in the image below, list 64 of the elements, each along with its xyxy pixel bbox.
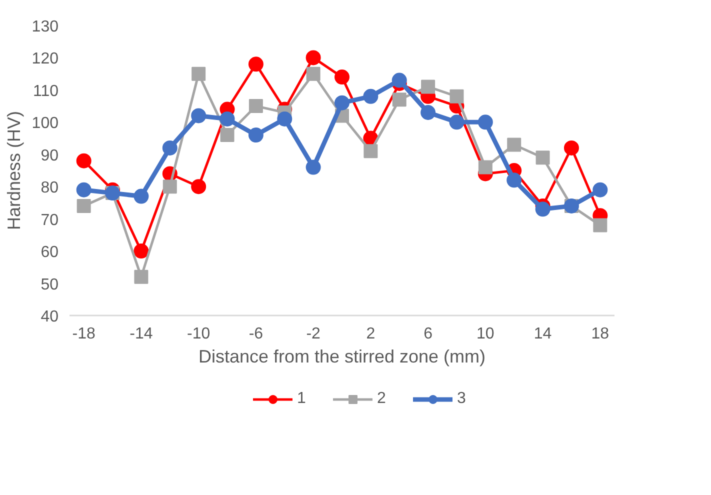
x-tick-label: -14 xyxy=(130,326,153,342)
y-tick-label: 80 xyxy=(40,180,59,197)
legend-label: 2 xyxy=(377,390,387,408)
point xyxy=(248,99,263,114)
point xyxy=(363,88,378,104)
point xyxy=(134,188,149,204)
point xyxy=(449,114,464,130)
point xyxy=(248,56,264,72)
point xyxy=(593,218,608,232)
x-tick-label: -10 xyxy=(187,326,210,342)
point xyxy=(392,92,406,107)
x-tick-label: 18 xyxy=(591,326,610,342)
point xyxy=(420,105,436,120)
point xyxy=(134,244,149,259)
x-tick-label: -18 xyxy=(72,326,96,342)
point xyxy=(76,153,92,168)
x-tick-label: -6 xyxy=(248,326,264,342)
point xyxy=(478,160,492,174)
point xyxy=(162,180,177,194)
y-axis-title: Hardness (HV) xyxy=(4,110,24,230)
y-tick-label: 70 xyxy=(40,212,59,229)
x-axis-title: Distance from the stirred zone (mm) xyxy=(198,346,486,366)
point xyxy=(306,50,321,66)
y-tick-label: 60 xyxy=(40,244,59,262)
x-tick-label: 14 xyxy=(534,326,552,342)
x-tick-label: -2 xyxy=(306,326,321,342)
y-tick-label: 50 xyxy=(40,276,59,294)
point xyxy=(76,198,91,213)
point xyxy=(220,111,235,126)
point xyxy=(478,114,493,130)
y-tick-label: 90 xyxy=(40,147,59,164)
y-tick-label: 40 xyxy=(40,308,59,326)
point xyxy=(334,70,350,85)
point xyxy=(191,108,206,124)
point xyxy=(592,182,608,198)
y-tick-label: 120 xyxy=(32,50,59,68)
point xyxy=(277,111,292,126)
y-tick-label: 130 xyxy=(32,18,59,36)
point xyxy=(364,144,378,158)
point xyxy=(192,66,206,81)
point xyxy=(421,80,436,94)
y-tick-label: 110 xyxy=(32,82,59,100)
point xyxy=(450,89,464,104)
legend-label: 3 xyxy=(457,390,467,408)
point xyxy=(306,160,321,175)
point xyxy=(76,182,92,198)
point xyxy=(248,128,264,143)
x-tick-label: 2 xyxy=(366,326,376,342)
x-tick-label: 10 xyxy=(476,326,494,342)
point xyxy=(162,140,178,156)
point xyxy=(220,128,234,142)
point xyxy=(134,270,148,284)
point xyxy=(506,172,522,188)
point xyxy=(306,66,320,81)
y-tick-label: 100 xyxy=(32,115,59,132)
point xyxy=(507,138,522,152)
point xyxy=(334,95,350,110)
point xyxy=(191,179,206,194)
x-tick-label: 6 xyxy=(424,326,433,342)
legend-label: 1 xyxy=(297,390,307,408)
point xyxy=(392,72,407,88)
point xyxy=(564,140,579,156)
point xyxy=(536,150,550,165)
point xyxy=(535,202,550,217)
